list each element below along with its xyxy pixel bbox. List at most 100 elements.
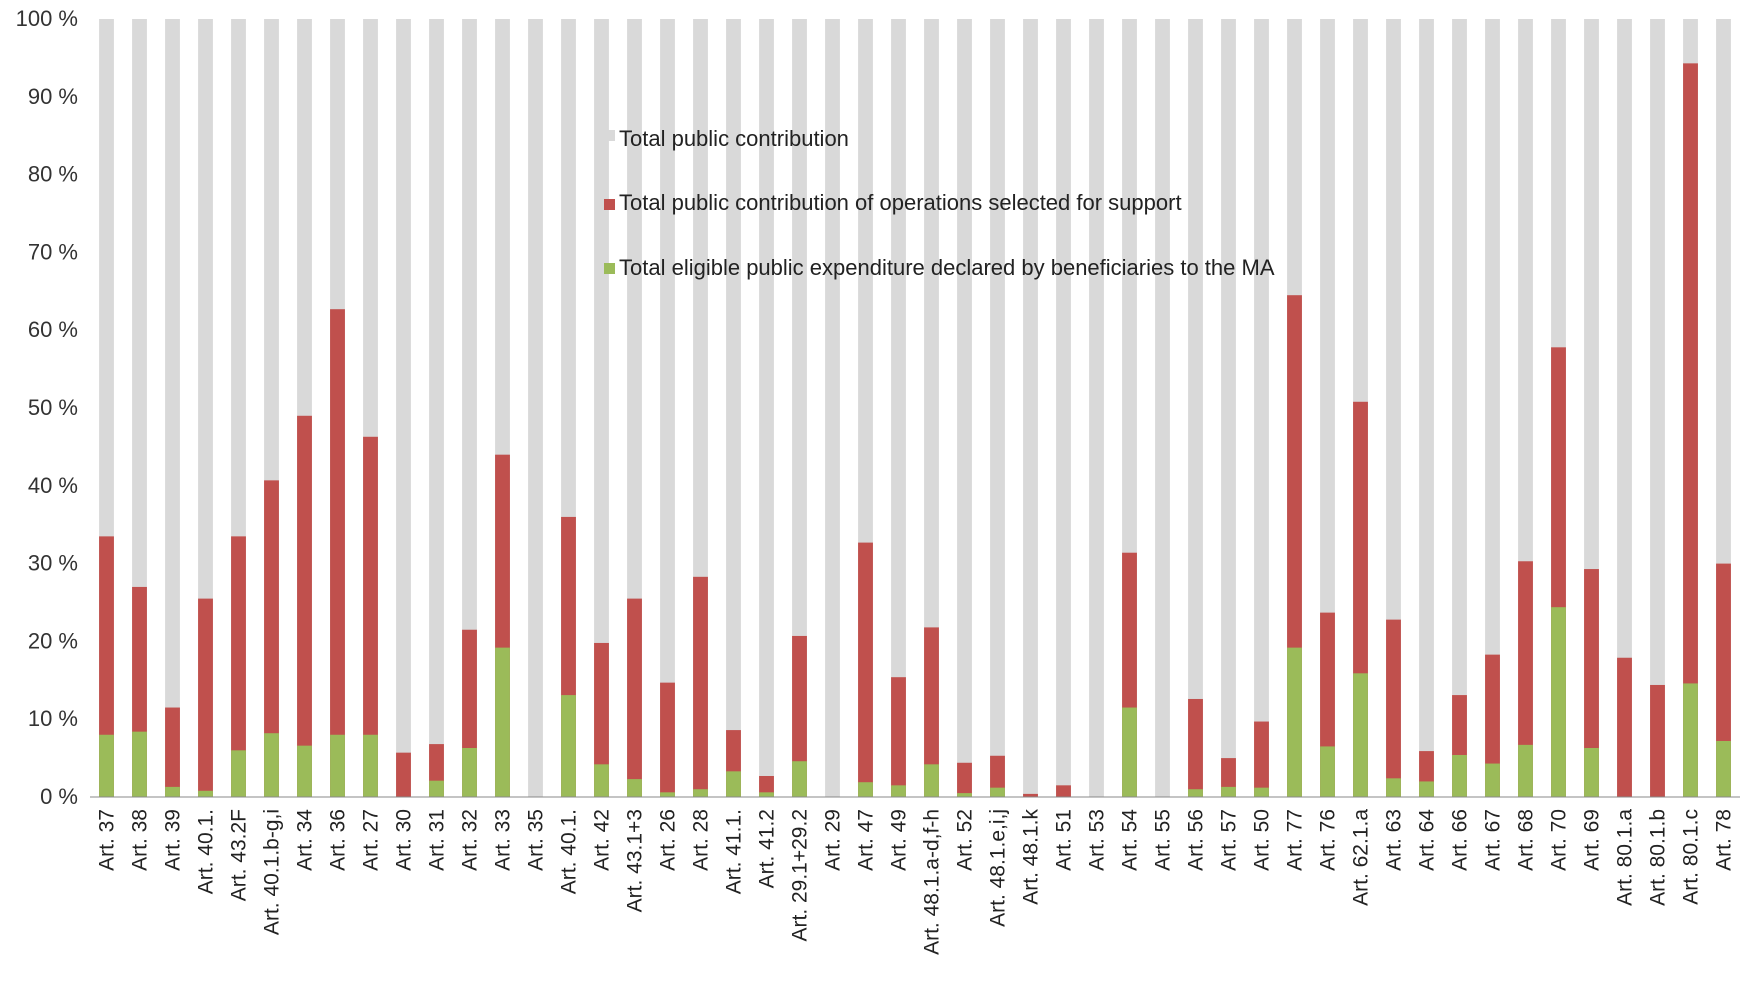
y-tick-label: 80 % xyxy=(28,162,78,187)
bar-declared xyxy=(1518,744,1533,797)
bar-selected xyxy=(1683,63,1698,797)
y-tick-label: 60 % xyxy=(28,317,78,342)
x-tick-label: Art. 48.1.e,i,j xyxy=(987,809,1010,927)
bar-selected xyxy=(1584,569,1599,797)
bar-total xyxy=(528,19,543,797)
y-axis-ticks: 0 % 10 % 20 % 30 % 40 % 50 % 60 % 70 % 80 % 90 % 1… xyxy=(16,6,78,809)
legend-label-total-public-contribution: Total public contribution xyxy=(619,126,849,151)
bar-selected xyxy=(297,415,312,797)
x-tick-label: Art. 26 xyxy=(657,809,680,871)
bar-selected xyxy=(1485,654,1500,797)
bar-selected xyxy=(1023,793,1038,797)
x-tick-label: Art. 39 xyxy=(162,809,185,871)
bar-declared xyxy=(957,793,972,797)
legend-swatch-eligible-expenditure xyxy=(604,263,615,274)
bar-declared xyxy=(1485,763,1500,797)
legend-label-eligible-expenditure: Total eligible public expenditure declar… xyxy=(619,255,1275,280)
legend: Total public contribution Total public c… xyxy=(604,126,1275,280)
bar-total xyxy=(594,19,609,797)
x-tick-label: Art. 43.2F xyxy=(228,809,251,901)
y-tick-label: 50 % xyxy=(28,395,78,420)
x-tick-label: Art. 49 xyxy=(888,809,911,871)
legend-swatch-operations-selected xyxy=(604,199,615,210)
x-tick-label: Art. 50 xyxy=(1251,809,1274,871)
bar-total xyxy=(1419,19,1434,797)
bar-total xyxy=(1188,19,1203,797)
bar-declared xyxy=(660,792,675,797)
x-tick-label: Art. 41.2 xyxy=(756,809,779,888)
bars xyxy=(99,19,1731,797)
x-tick-label: Art. 80.1.b xyxy=(1647,809,1670,906)
bar-selected xyxy=(1254,721,1269,797)
bar-total xyxy=(990,19,1005,797)
bar-selected xyxy=(990,755,1005,797)
bar-total xyxy=(891,19,906,797)
x-tick-label: Art. 30 xyxy=(393,809,416,871)
bar-declared xyxy=(792,761,807,797)
x-tick-label: Art. 53 xyxy=(1086,809,1109,871)
bar-total xyxy=(1155,19,1170,797)
bar-declared xyxy=(990,787,1005,797)
x-tick-label: Art. 34 xyxy=(294,809,317,871)
bar-declared xyxy=(1188,789,1203,797)
x-tick-label: Art. 37 xyxy=(96,809,119,871)
bar-declared xyxy=(858,782,873,797)
bar-total xyxy=(429,19,444,797)
x-tick-label: Art. 55 xyxy=(1152,809,1175,871)
bar-declared xyxy=(1122,707,1137,797)
bar-selected xyxy=(693,576,708,797)
x-tick-label: Art. 69 xyxy=(1581,809,1604,871)
bar-declared xyxy=(1287,647,1302,797)
x-tick-label: Art. 66 xyxy=(1449,809,1472,871)
x-tick-label: Art. 67 xyxy=(1482,809,1505,871)
x-tick-label: Art. 41.1. xyxy=(723,809,746,894)
bar-total xyxy=(726,19,741,797)
bar-declared xyxy=(594,764,609,797)
bar-declared xyxy=(231,750,246,797)
bar-selected xyxy=(660,682,675,797)
bar-total xyxy=(660,19,675,797)
x-tick-label: Art. 47 xyxy=(855,809,878,871)
bar-declared xyxy=(759,792,774,797)
bar-declared xyxy=(1452,754,1467,797)
bar-selected xyxy=(792,635,807,797)
x-tick-label: Art. 78 xyxy=(1713,809,1736,871)
bar-total xyxy=(1650,19,1665,797)
x-axis-labels: Art. 37 Art. 38 Art. 39 Art. 40.1. Art. 43.2… xyxy=(96,809,1736,955)
x-tick-label: Art. 80.1.c xyxy=(1680,809,1703,905)
bar-selected xyxy=(1056,785,1071,797)
bar-total xyxy=(792,19,807,797)
x-tick-label: Art. 43.1+3 xyxy=(624,809,647,912)
bar-declared xyxy=(297,745,312,797)
x-tick-label: Art. 68 xyxy=(1515,809,1538,871)
y-tick-label: 0 % xyxy=(40,784,78,809)
bar-total xyxy=(1386,19,1401,797)
bar-total xyxy=(1056,19,1071,797)
bar-total xyxy=(957,19,972,797)
x-tick-label: Art. 40.1.b-g,i xyxy=(261,809,284,935)
bar-total xyxy=(1254,19,1269,797)
legend-swatch-total-public-contribution xyxy=(604,130,615,141)
bar-selected xyxy=(198,598,213,797)
bar-selected xyxy=(396,752,411,797)
y-tick-label: 70 % xyxy=(28,239,78,264)
bar-total xyxy=(462,19,477,797)
bar-total xyxy=(1023,19,1038,797)
bar-declared xyxy=(726,771,741,797)
x-tick-label: Art. 36 xyxy=(327,809,350,871)
x-tick-label: Art. 29.1+29.2 xyxy=(789,809,812,942)
bar-declared xyxy=(132,731,147,797)
bar-declared xyxy=(1716,740,1731,797)
x-tick-label: Art. 70 xyxy=(1548,809,1571,871)
x-tick-label: Art. 80.1.a xyxy=(1614,809,1637,906)
x-tick-label: Art. 40.1. xyxy=(558,809,581,894)
bar-declared xyxy=(1353,673,1368,797)
bar-declared xyxy=(561,695,576,797)
bar-selected xyxy=(1716,563,1731,797)
bar-selected xyxy=(1617,657,1632,797)
bar-declared xyxy=(1419,781,1434,797)
bar-selected xyxy=(1386,619,1401,797)
x-tick-label: Art. 51 xyxy=(1053,809,1076,871)
bar-declared xyxy=(693,789,708,797)
